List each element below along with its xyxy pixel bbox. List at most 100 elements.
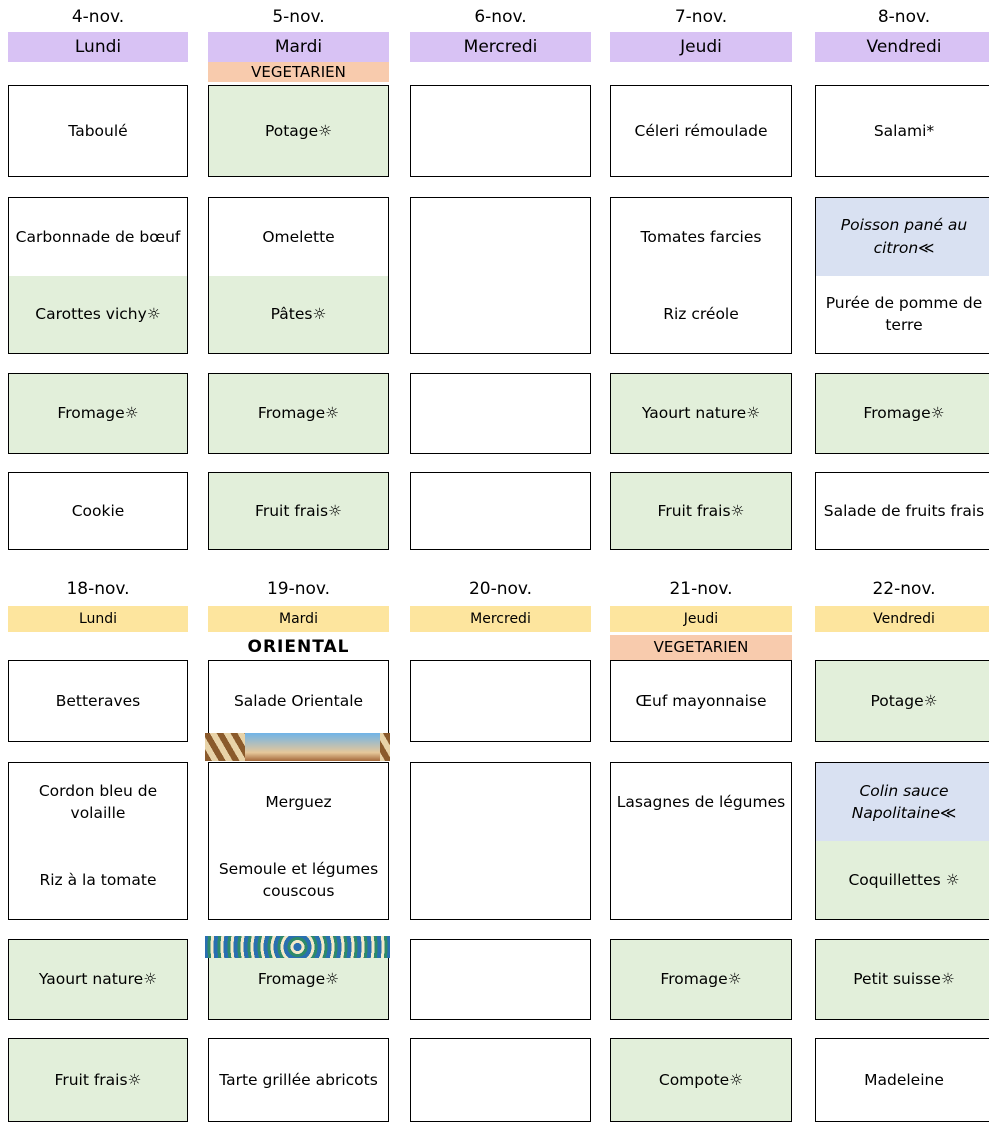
- menu-item: Madeleine: [864, 1070, 944, 1089]
- menu-cell: [410, 939, 591, 1020]
- menu-cell: Yaourt nature☼: [8, 939, 188, 1020]
- date: 7-nov.: [674, 7, 728, 27]
- menu-item: Pâtes☼: [209, 275, 388, 353]
- menu-item: Petit suisse☼: [816, 940, 989, 1019]
- menu-item: Riz créole: [663, 305, 739, 324]
- day-header: Vendredi: [815, 606, 989, 632]
- date: 6-nov.: [474, 7, 527, 27]
- menu-cell: Fromage☼: [8, 373, 188, 454]
- menu-item: Fromage☼: [9, 374, 187, 453]
- menu-item: Taboulé: [68, 121, 128, 140]
- menu-cell: Omelette Pâtes☼: [208, 197, 389, 354]
- menu-item: Fromage☼: [816, 374, 989, 453]
- menu-cell: Compote☼: [610, 1038, 792, 1122]
- menu-cell: Fruit frais☼: [8, 1038, 188, 1122]
- menu-item: Yaourt nature☼: [9, 940, 187, 1019]
- day-header: Mardi: [208, 32, 389, 62]
- menu-cell: Cordon bleu de volaille Riz à la tomate: [8, 762, 188, 920]
- day-header: Mercredi: [410, 32, 591, 62]
- menu-cell: Merguez Semoule et légumes couscous: [208, 762, 389, 920]
- menu-cell: Fromage☼: [815, 373, 989, 454]
- menu-cell: [410, 660, 591, 742]
- date: 18-nov.: [66, 579, 130, 599]
- menu-cell: Tarte grillée abricots: [208, 1038, 389, 1122]
- menu-item: Merguez: [265, 792, 332, 811]
- menu-cell: Lasagnes de légumes: [610, 762, 792, 920]
- menu-cell: [410, 373, 591, 454]
- menu-item: Purée de pomme de terre: [825, 293, 983, 335]
- menu-item: Lasagnes de légumes: [616, 792, 786, 811]
- menu-item: Œuf mayonnaise: [635, 691, 767, 710]
- menu-item: Betteraves: [55, 691, 141, 710]
- menu-item: Fruit frais☼: [209, 473, 388, 549]
- day-header: Jeudi: [610, 606, 792, 632]
- menu-item: Carottes vichy☼: [9, 275, 187, 353]
- menu-item: Colin sauce Napolitaine≪: [816, 763, 989, 841]
- menu-cell: Potage☼: [815, 660, 989, 742]
- menu-cell: Céleri rémoulade: [610, 85, 792, 177]
- menu-item: Salade Orientale: [233, 691, 364, 710]
- date: 19-nov.: [266, 579, 331, 599]
- oriental-image: [205, 936, 390, 958]
- menu-item: Riz à la tomate: [39, 870, 157, 889]
- date: 20-nov.: [468, 579, 533, 599]
- menu-cell: [410, 472, 591, 550]
- date: 21-nov.: [669, 579, 733, 599]
- date: 5-nov.: [272, 7, 325, 27]
- menu-cell: Fruit frais☼: [208, 472, 389, 550]
- menu-cell: Fruit frais☼: [610, 472, 792, 550]
- menu-item: Yaourt nature☼: [611, 374, 791, 453]
- menu-cell: Petit suisse☼: [815, 939, 989, 1020]
- menu-item: Cookie: [71, 501, 125, 520]
- menu-cell: Betteraves: [8, 660, 188, 742]
- menu-cell: Colin sauce Napolitaine≪ Coquillettes ☼: [815, 762, 989, 920]
- menu-cell: Potage☼: [208, 85, 389, 177]
- menu-item: Compote☼: [611, 1039, 791, 1121]
- menu-cell: Tomates farcies Riz créole: [610, 197, 792, 354]
- theme: VEGETARIEN: [208, 62, 389, 82]
- oriental-image: [205, 733, 390, 761]
- menu-cell: Œuf mayonnaise: [610, 660, 792, 742]
- day-header: Jeudi: [610, 32, 792, 62]
- menu-item: Omelette: [262, 227, 335, 246]
- menu-item: Fromage☼: [209, 374, 388, 453]
- menu-item: Fruit frais☼: [9, 1039, 187, 1121]
- menu-item: Fromage☼: [611, 940, 791, 1019]
- menu-cell: Cookie: [8, 472, 188, 550]
- day-header: Lundi: [8, 606, 188, 632]
- day-header: Lundi: [8, 32, 188, 62]
- menu-cell: Salami*: [815, 85, 989, 177]
- menu-item: Tarte grillée abricots: [219, 1070, 378, 1089]
- menu-item: Semoule et légumes couscous: [218, 859, 379, 900]
- day-header: Vendredi: [815, 32, 989, 62]
- menu-cell: Salade Orientale: [208, 660, 389, 742]
- menu-item: Salami*: [873, 121, 935, 140]
- menu-item: Potage☼: [209, 86, 388, 176]
- menu-cell: Madeleine: [815, 1038, 989, 1122]
- menu-cell: [410, 197, 591, 354]
- day-header: Mercredi: [410, 606, 591, 632]
- menu-cell: Fromage☼: [610, 939, 792, 1020]
- menu-item: Salade de fruits frais: [823, 501, 985, 520]
- menu-item: Fruit frais☼: [611, 473, 791, 549]
- menu-cell: Poisson pané au citron≪ Purée de pomme de…: [815, 197, 989, 354]
- menu-item: Tomates farcies: [640, 227, 762, 246]
- menu-item: Céleri rémoulade: [634, 121, 768, 140]
- menu-cell: Salade de fruits frais: [815, 472, 989, 550]
- date: 4-nov.: [71, 7, 125, 27]
- theme: ORIENTAL: [247, 637, 350, 657]
- menu-item: Coquillettes ☼: [816, 841, 989, 919]
- menu-cell: [410, 762, 591, 920]
- menu-cell: Taboulé: [8, 85, 188, 177]
- day-header: Mardi: [208, 606, 389, 632]
- date: 8-nov.: [877, 7, 931, 27]
- menu-item: Poisson pané au citron≪: [816, 198, 989, 276]
- menu-cell: [410, 1038, 591, 1122]
- menu-cell: [410, 85, 591, 177]
- menu-item: Carbonnade de bœuf: [15, 227, 181, 246]
- theme: VEGETARIEN: [610, 635, 792, 660]
- menu-cell: Fromage☼: [208, 373, 389, 454]
- menu-item: Cordon bleu de volaille: [38, 781, 158, 822]
- menu-item: Potage☼: [816, 661, 989, 741]
